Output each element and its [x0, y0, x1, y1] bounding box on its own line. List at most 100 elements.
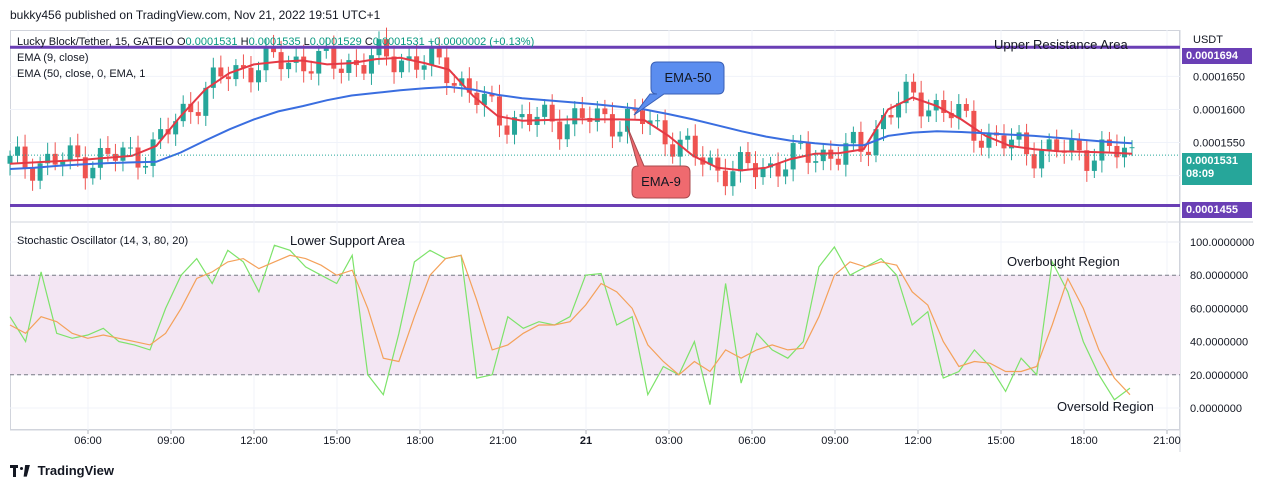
candle-body — [1039, 150, 1045, 169]
candle-body — [805, 142, 811, 163]
tradingview-footer[interactable]: TradingView — [10, 462, 114, 480]
candle-body — [90, 167, 96, 179]
candle-body — [1009, 139, 1015, 149]
candle-body — [594, 108, 600, 122]
candle-body — [798, 142, 804, 144]
candle-body — [835, 158, 841, 165]
candle-body — [911, 81, 917, 93]
stoch-band-fill — [10, 275, 1180, 375]
candle-body — [173, 121, 179, 135]
candle-body — [406, 56, 412, 61]
overbought-label: Overbought Region — [1007, 254, 1120, 269]
candle-body — [195, 112, 201, 116]
candle-body — [602, 108, 608, 115]
candle-body — [640, 110, 646, 125]
candle-body — [331, 47, 337, 69]
price-grid — [10, 30, 1180, 222]
ema9-line — [9, 56, 1133, 172]
x-tick-label: 18:00 — [406, 435, 434, 447]
candle-body — [775, 163, 781, 177]
ohlc-l-label: L — [303, 36, 310, 48]
candle-body — [301, 56, 307, 72]
ema9-callout-label: EMA-9 — [641, 174, 681, 189]
stoch-y-tick-label: 80.0000000 — [1190, 270, 1248, 282]
candle-body — [504, 125, 510, 135]
candle-body — [135, 147, 141, 168]
candle-body — [210, 67, 216, 88]
ema9-legend[interactable]: EMA (9, close) — [17, 51, 89, 65]
stoch-y-tick-label: 60.0000000 — [1190, 303, 1248, 315]
candle-body — [1031, 154, 1037, 169]
candle-body — [662, 120, 668, 145]
candle-body — [37, 163, 43, 181]
candle-body — [971, 110, 977, 141]
candle-body — [813, 161, 819, 163]
candle-body — [60, 160, 66, 165]
ohlc-low: 0.0001529 — [309, 36, 362, 48]
countdown-text: 08:09 — [1186, 168, 1215, 180]
candle-body — [956, 104, 962, 119]
candle-body — [120, 147, 126, 161]
candle-body — [670, 144, 676, 157]
candle-body — [926, 110, 932, 117]
candle-body — [15, 146, 21, 156]
candle-body — [22, 146, 28, 168]
candle-body — [1046, 139, 1052, 151]
ema50-callout-label: EMA-50 — [665, 70, 712, 85]
lower-support-label: Lower Support Area — [290, 233, 406, 248]
candle-body — [105, 147, 111, 154]
ohlc-close: 0.0001531 — [372, 36, 425, 48]
ohlc-c-label: C — [364, 36, 373, 48]
candle-body — [338, 68, 344, 73]
candle-body — [1054, 139, 1060, 152]
candle-body — [1099, 139, 1105, 161]
candle-body — [677, 139, 683, 157]
level-lines — [10, 45, 1180, 207]
candle-body — [30, 167, 36, 181]
candle-body — [850, 131, 856, 144]
candle-body — [45, 153, 51, 164]
candle-body — [323, 47, 329, 51]
ema50-legend-text: EMA (50, close, 0, EMA, 1 — [17, 68, 146, 80]
candle-body — [240, 65, 246, 68]
x-tick-label: 15:00 — [323, 435, 351, 447]
candle-body — [421, 65, 427, 70]
current-price-label: 0.0001531 08:09 — [1182, 153, 1252, 185]
support-price-text: 0.0001455 — [1186, 204, 1238, 216]
candle-body — [1114, 145, 1120, 158]
price-y-tick-label: 0.0001550 — [1193, 138, 1245, 150]
candle-body — [271, 46, 277, 53]
x-tick-label: 09:00 — [821, 435, 849, 447]
candle-body — [737, 152, 743, 172]
candle-body — [489, 93, 495, 97]
candle-body — [436, 47, 442, 58]
current-price-text: 0.0001531 — [1186, 155, 1238, 167]
candle-body — [459, 78, 465, 86]
candle-body — [1084, 150, 1090, 171]
x-tick-label: 03:00 — [655, 435, 683, 447]
candle-body — [150, 139, 156, 166]
ema50-legend[interactable]: EMA (50, close, 0, EMA, 1 — [17, 67, 145, 81]
x-tick-label: 12:00 — [904, 435, 932, 447]
candle-body — [203, 87, 209, 116]
oversold-label: Oversold Region — [1057, 399, 1154, 414]
resistance-price-text: 0.0001694 — [1186, 50, 1238, 62]
upper-resistance-label: Upper Resistance Area — [994, 37, 1128, 52]
stoch-d-line — [9, 254, 1131, 396]
candle-body — [745, 152, 751, 164]
symbol-legend[interactable]: Lucky Block/Tether, 15, GATEIO O0.000153… — [17, 35, 534, 49]
candle-body — [858, 131, 864, 152]
candle-body — [512, 117, 518, 135]
candle-body — [941, 100, 947, 113]
candle-body — [873, 129, 879, 156]
candle-body — [572, 108, 578, 125]
stoch-y-tick-label: 20.0000000 — [1190, 370, 1248, 382]
support-price-label: 0.0001455 — [1182, 202, 1252, 218]
stoch-band — [10, 274, 1180, 376]
candle-body — [466, 78, 472, 93]
candle-body — [361, 65, 367, 74]
stoch-y-tick-label: 40.0000000 — [1190, 337, 1248, 349]
candle-body — [918, 92, 924, 117]
candle-body — [1076, 139, 1082, 151]
